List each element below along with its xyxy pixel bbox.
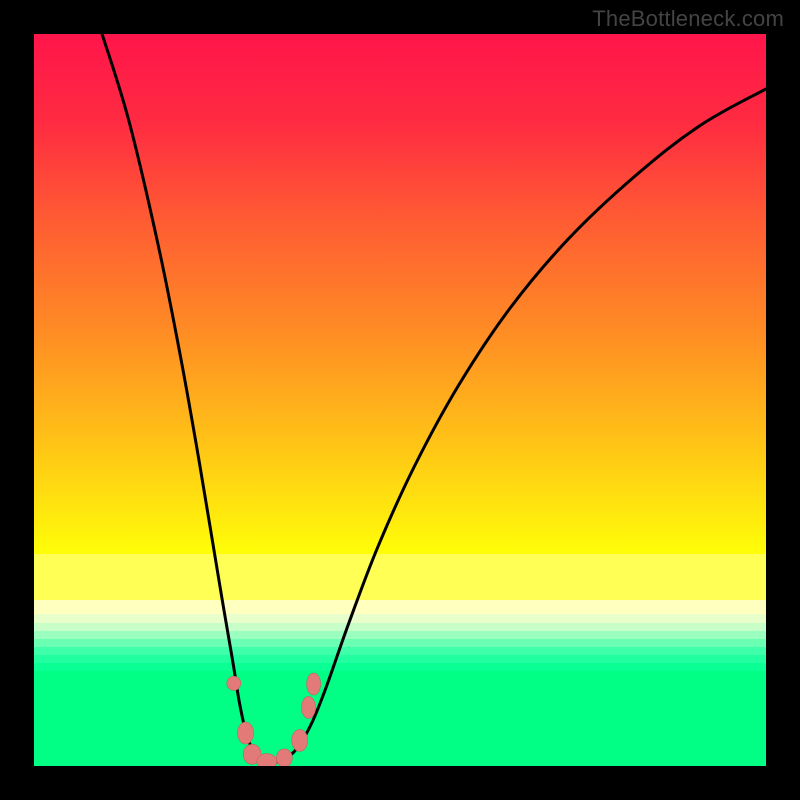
marker-point [302,696,316,718]
marker-point [227,676,241,690]
curve-svg [34,34,766,766]
chart-frame [0,0,800,800]
marker-point [276,749,292,766]
marker-point [238,722,254,744]
marker-point [292,729,308,751]
marker-point [307,673,321,695]
chart-container: TheBottleneck.com [0,0,800,800]
plot-area [34,34,766,766]
v-curve-path [102,34,766,762]
watermark-label: TheBottleneck.com [592,6,784,32]
